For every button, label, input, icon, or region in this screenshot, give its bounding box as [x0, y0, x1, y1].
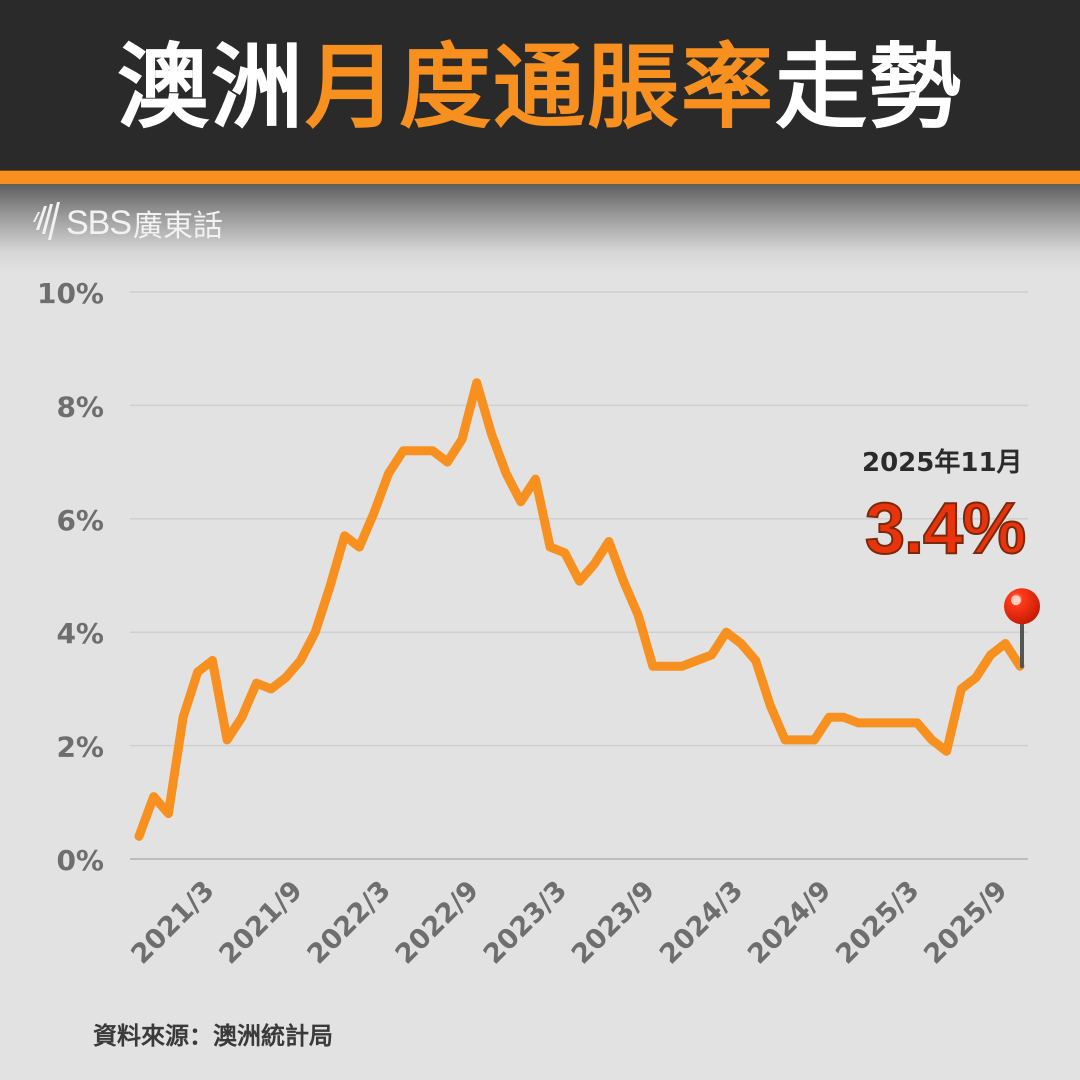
chart-title: 澳洲月度通脹率走勢 [117, 42, 963, 134]
annotation-value: 3.4% [864, 488, 1027, 570]
title-part-1: 澳洲 [116, 34, 305, 141]
y-tick-label: 6% [56, 504, 104, 537]
title-part-2: 月度通脹率 [304, 34, 775, 141]
y-tick-label: 10% [37, 277, 104, 310]
x-tick-label: 2022/3 [302, 875, 397, 970]
x-tick-label: 2025/3 [830, 875, 925, 970]
logo-suffix: 廣東話 [133, 209, 224, 244]
x-axis-labels: 2021/32021/92022/32022/92023/32023/92024… [125, 875, 1013, 970]
logo-text: SBS [66, 203, 132, 242]
sbs-mark-icon [33, 202, 60, 240]
gridlines [130, 291, 1028, 860]
accent-band [0, 170, 1080, 184]
y-tick-label: 4% [56, 617, 104, 650]
x-tick-label: 2023/3 [478, 875, 573, 970]
x-tick-label: 2023/9 [566, 875, 661, 970]
sbs-logo: SBS 廣東話 [30, 200, 223, 246]
y-tick-label: 8% [56, 390, 104, 423]
y-tick-label: 2% [56, 731, 104, 764]
x-tick-label: 2021/3 [125, 875, 220, 970]
x-tick-label: 2022/9 [390, 875, 485, 970]
inflation-line [134, 378, 1025, 841]
pushpin-icon [1004, 588, 1040, 669]
x-tick-label: 2021/9 [213, 875, 308, 970]
x-tick-label: 2024/3 [654, 875, 749, 970]
title-part-3: 走勢 [775, 34, 964, 141]
y-tick-label: 0% [56, 844, 104, 877]
title-bar: 澳洲月度通脹率走勢 [0, 0, 1080, 170]
source-note: 資料來源：澳洲統計局 [93, 1022, 333, 1050]
annotation-date: 2025年11月 [862, 448, 1023, 478]
y-axis-labels: 0% 2% 4% 6% 8% 10% [37, 277, 104, 877]
x-tick-label: 2025/9 [918, 875, 1013, 970]
x-tick-label: 2024/9 [742, 875, 837, 970]
header-gradient [0, 184, 1080, 274]
